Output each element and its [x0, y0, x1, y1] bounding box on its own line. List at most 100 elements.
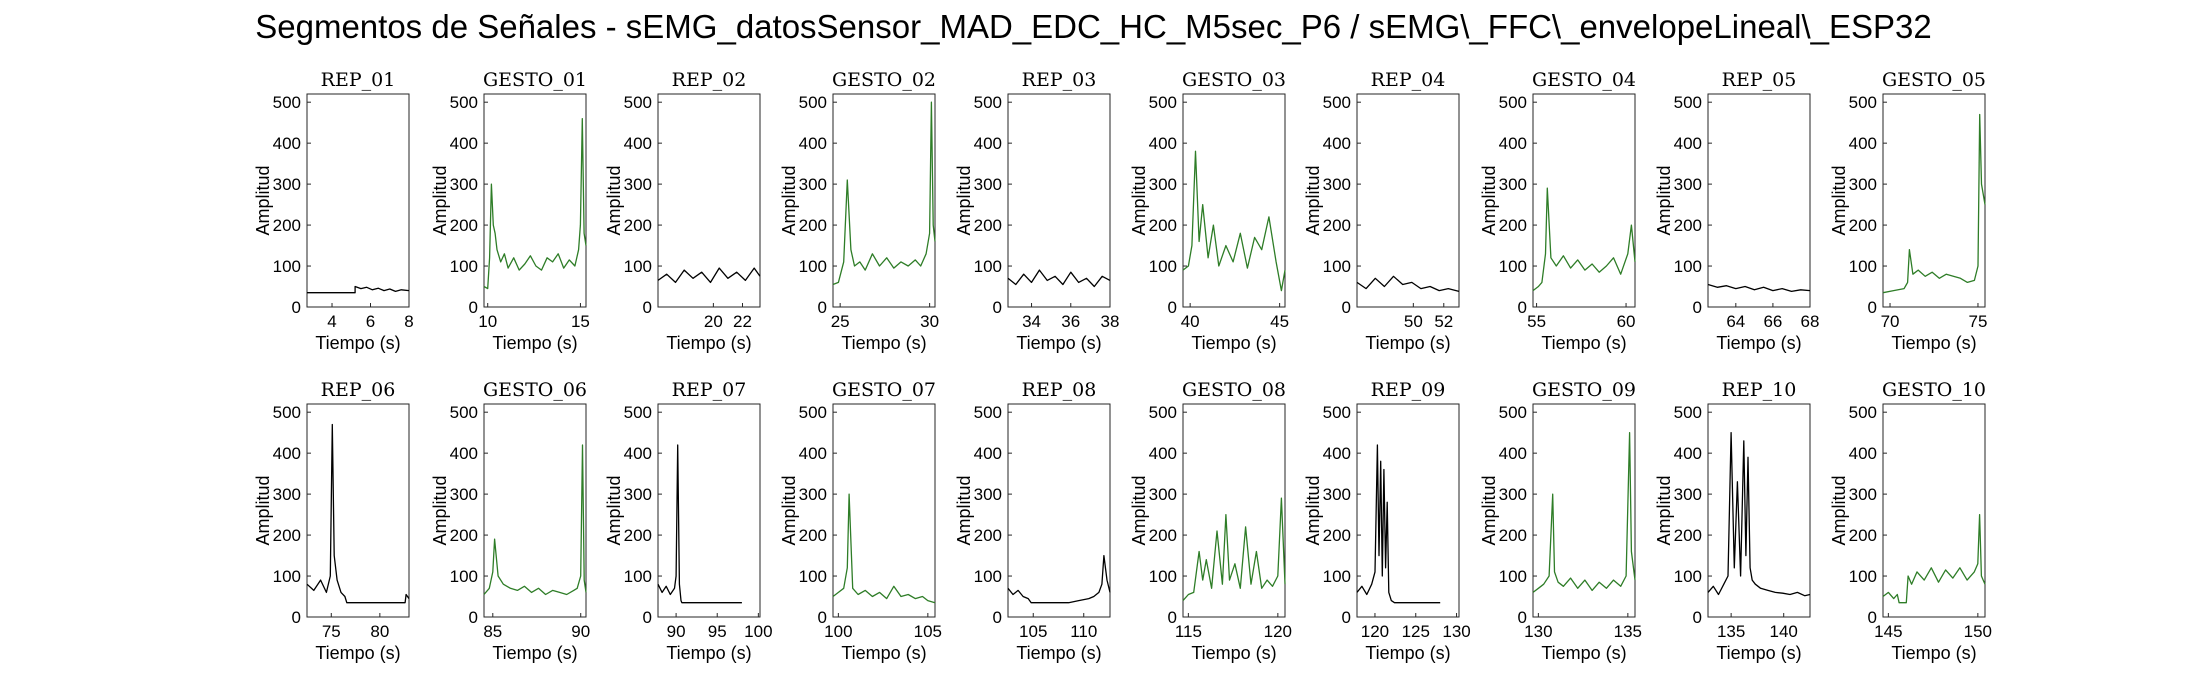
x-tick-label: 8 — [404, 312, 413, 331]
y-tick-label: 0 — [818, 298, 827, 317]
y-tick-label: 0 — [1342, 298, 1351, 317]
y-tick-label: 300 — [1674, 485, 1702, 504]
series-line — [832, 493, 936, 604]
subplot-title: REP_02 — [672, 69, 747, 91]
y-tick-label: 300 — [273, 485, 301, 504]
series-line — [657, 444, 742, 604]
y-tick-label: 200 — [799, 216, 827, 235]
subplot-title: GESTO_08 — [1182, 379, 1286, 401]
y-tick-label: 0 — [469, 608, 478, 627]
y-tick-label: 200 — [1149, 216, 1177, 235]
y-tick-label: 300 — [1149, 175, 1177, 194]
x-axis-label: Tiempo (s) — [1541, 643, 1626, 663]
y-tick-label: 100 — [1149, 257, 1177, 276]
x-axis-label: Tiempo (s) — [492, 333, 577, 353]
y-axis-label: Amplitud — [1303, 475, 1323, 545]
subplot-title: GESTO_10 — [1882, 379, 1986, 401]
x-tick-label: 38 — [1101, 312, 1120, 331]
x-axis-label: Tiempo (s) — [1716, 643, 1801, 663]
axes-box — [1356, 403, 1460, 618]
x-axis-label: Tiempo (s) — [841, 333, 926, 353]
y-tick-label: 400 — [273, 444, 301, 463]
y-tick-label: 400 — [799, 444, 827, 463]
x-axis-label: Tiempo (s) — [1016, 643, 1101, 663]
y-tick-label: 100 — [1499, 257, 1527, 276]
axes-box — [306, 93, 410, 308]
y-axis-label: Amplitud — [430, 475, 450, 545]
y-tick-label: 100 — [450, 567, 478, 586]
y-tick-label: 400 — [624, 134, 652, 153]
y-tick-label: 200 — [1849, 216, 1877, 235]
axes-box — [483, 93, 587, 308]
y-tick-label: 100 — [1674, 567, 1702, 586]
subplot-rep-10: 0 100 200 300 400 500 135 140 REP_10 Tiempo (s) Am… — [1654, 379, 1811, 663]
y-tick-label: 100 — [624, 567, 652, 586]
y-tick-label: 500 — [799, 403, 827, 422]
y-axis-label: Amplitud — [954, 475, 974, 545]
y-tick-label: 400 — [1674, 134, 1702, 153]
y-tick-label: 100 — [799, 567, 827, 586]
y-tick-label: 100 — [1674, 257, 1702, 276]
axes-box — [483, 403, 587, 618]
y-tick-label: 500 — [1149, 93, 1177, 112]
x-tick-label: 130 — [1524, 622, 1552, 641]
y-tick-label: 100 — [974, 257, 1002, 276]
y-tick-label: 0 — [993, 298, 1002, 317]
y-tick-label: 400 — [974, 444, 1002, 463]
y-tick-label: 200 — [1674, 216, 1702, 235]
y-tick-label: 400 — [1499, 134, 1527, 153]
y-tick-label: 100 — [1499, 567, 1527, 586]
x-tick-label: 36 — [1061, 312, 1080, 331]
y-tick-label: 0 — [292, 608, 301, 627]
y-axis-label: Amplitud — [779, 475, 799, 545]
y-axis-label: Amplitud — [954, 165, 974, 235]
subplot-title: REP_10 — [1722, 379, 1797, 401]
y-tick-label: 0 — [1518, 608, 1527, 627]
x-tick-label: 60 — [1617, 312, 1636, 331]
y-tick-label: 500 — [1323, 93, 1351, 112]
y-tick-label: 500 — [1323, 403, 1351, 422]
y-tick-label: 300 — [1674, 175, 1702, 194]
x-tick-label: 145 — [1874, 622, 1902, 641]
x-axis-label: Tiempo (s) — [1365, 333, 1450, 353]
y-tick-label: 300 — [974, 175, 1002, 194]
x-tick-label: 80 — [370, 622, 389, 641]
y-tick-label: 300 — [1323, 175, 1351, 194]
x-tick-label: 135 — [1717, 622, 1745, 641]
subplot-title: REP_04 — [1371, 69, 1446, 91]
x-tick-label: 100 — [744, 622, 772, 641]
x-axis-label: Tiempo (s) — [1365, 643, 1450, 663]
x-tick-label: 120 — [1361, 622, 1389, 641]
axes-box — [657, 403, 761, 618]
y-tick-label: 400 — [273, 134, 301, 153]
y-tick-label: 100 — [1323, 567, 1351, 586]
y-tick-label: 0 — [643, 298, 652, 317]
y-tick-label: 500 — [974, 403, 1002, 422]
subplot-title: GESTO_02 — [832, 69, 936, 91]
y-axis-label: Amplitud — [1129, 165, 1149, 235]
x-tick-label: 150 — [1964, 622, 1992, 641]
x-tick-label: 4 — [327, 312, 336, 331]
subplot-gesto-05: 0 100 200 300 400 500 70 75 GESTO_05 Tiempo (s) Am… — [1829, 69, 1987, 353]
y-axis-label: Amplitud — [1303, 165, 1323, 235]
subplot-rep-01: 0 100 200 300 400 500 4 6 8 REP_01 Tiempo (s) Ampli… — [253, 69, 414, 353]
x-axis-label: Tiempo (s) — [1716, 333, 1801, 353]
y-tick-label: 300 — [1499, 175, 1527, 194]
subplot-gesto-09: 0 100 200 300 400 500 130 135 GESTO_09 Tiempo (s)… — [1479, 379, 1642, 663]
y-tick-label: 0 — [469, 298, 478, 317]
y-axis-label: Amplitud — [604, 475, 624, 545]
x-tick-label: 140 — [1770, 622, 1798, 641]
subplot-title: REP_01 — [321, 69, 396, 91]
y-tick-label: 400 — [624, 444, 652, 463]
x-tick-label: 70 — [1881, 312, 1900, 331]
y-tick-label: 200 — [974, 526, 1002, 545]
y-tick-label: 300 — [1849, 485, 1877, 504]
x-tick-label: 75 — [1969, 312, 1988, 331]
y-tick-label: 200 — [1323, 216, 1351, 235]
x-tick-label: 15 — [571, 312, 590, 331]
y-tick-label: 200 — [450, 216, 478, 235]
x-axis-label: Tiempo (s) — [315, 643, 400, 663]
y-tick-label: 200 — [799, 526, 827, 545]
x-tick-label: 130 — [1442, 622, 1470, 641]
